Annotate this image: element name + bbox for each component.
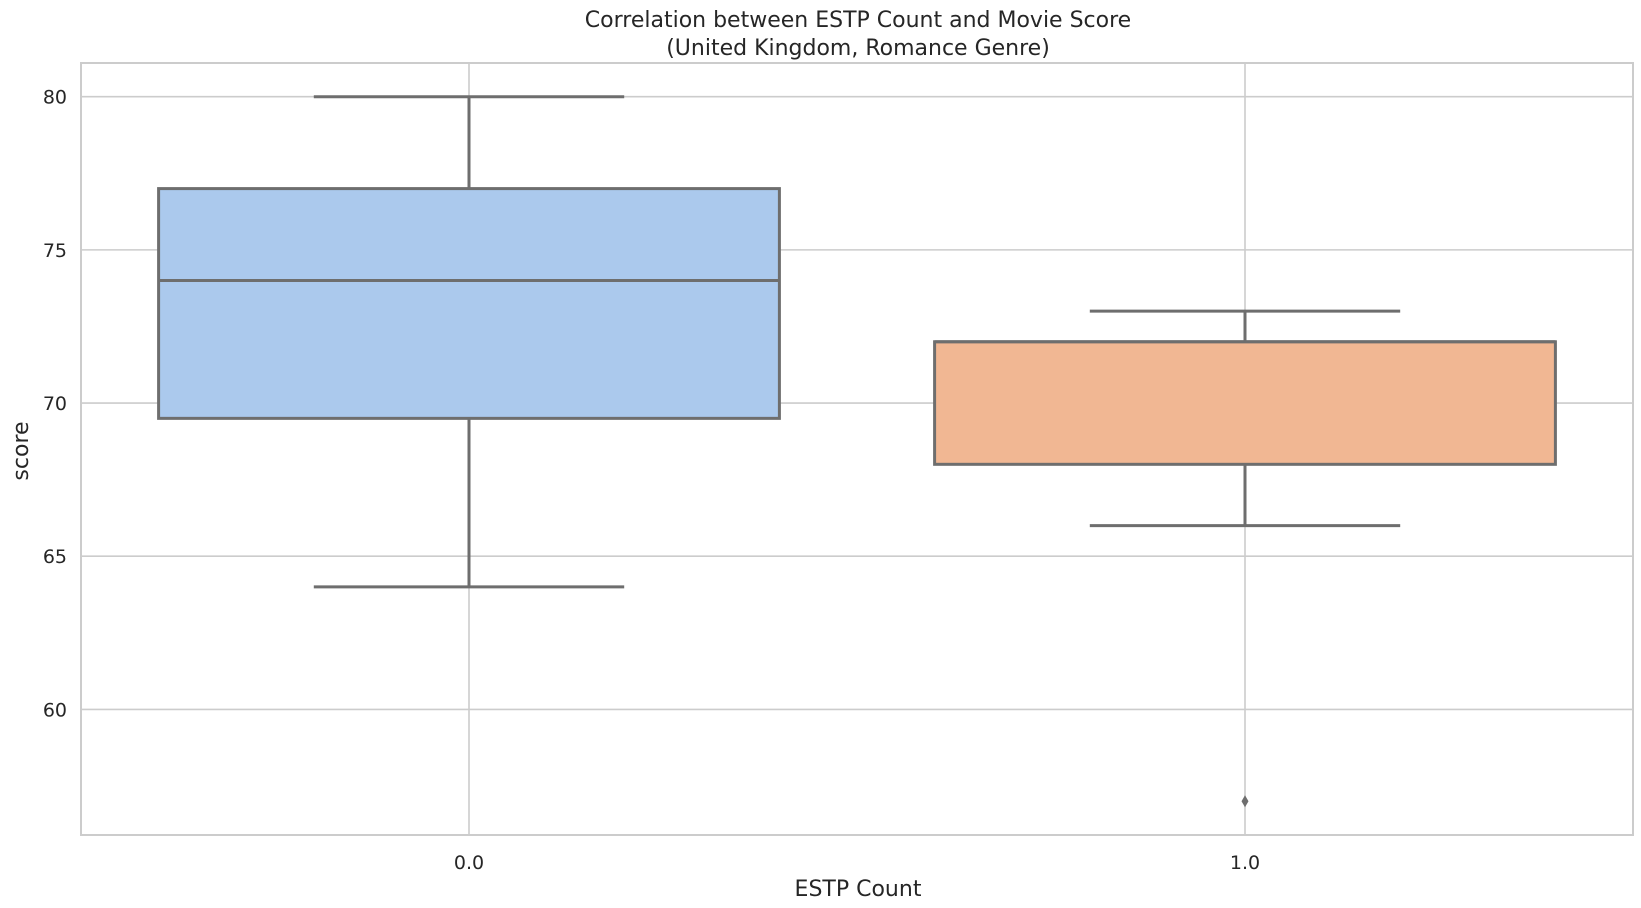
x-axis-ticks: 0.0 1.0 [454,852,1260,874]
box-series [157,95,1557,808]
y-tick-label: 75 [43,240,67,262]
box [157,187,781,420]
x-tick-label: 0.0 [454,852,484,874]
box [933,340,1557,466]
box-group [933,309,1557,808]
y-tick-label: 65 [43,546,67,568]
box-group [157,95,781,589]
outlier-point [1241,795,1249,808]
y-tick-label: 60 [43,699,67,721]
chart-title: Correlation between ESTP Count and Movie… [585,8,1131,33]
x-tick-label: 1.0 [1230,852,1260,874]
y-axis-label: score [9,421,34,480]
y-tick-label: 70 [43,393,67,415]
plot-frame [80,62,1634,836]
chart-subtitle: (United Kingdom, Romance Genre) [666,36,1050,61]
y-axis-ticks: 60 65 70 75 80 [43,87,67,722]
y-tick-label: 80 [43,87,67,109]
x-axis-label: ESTP Count [795,877,922,902]
